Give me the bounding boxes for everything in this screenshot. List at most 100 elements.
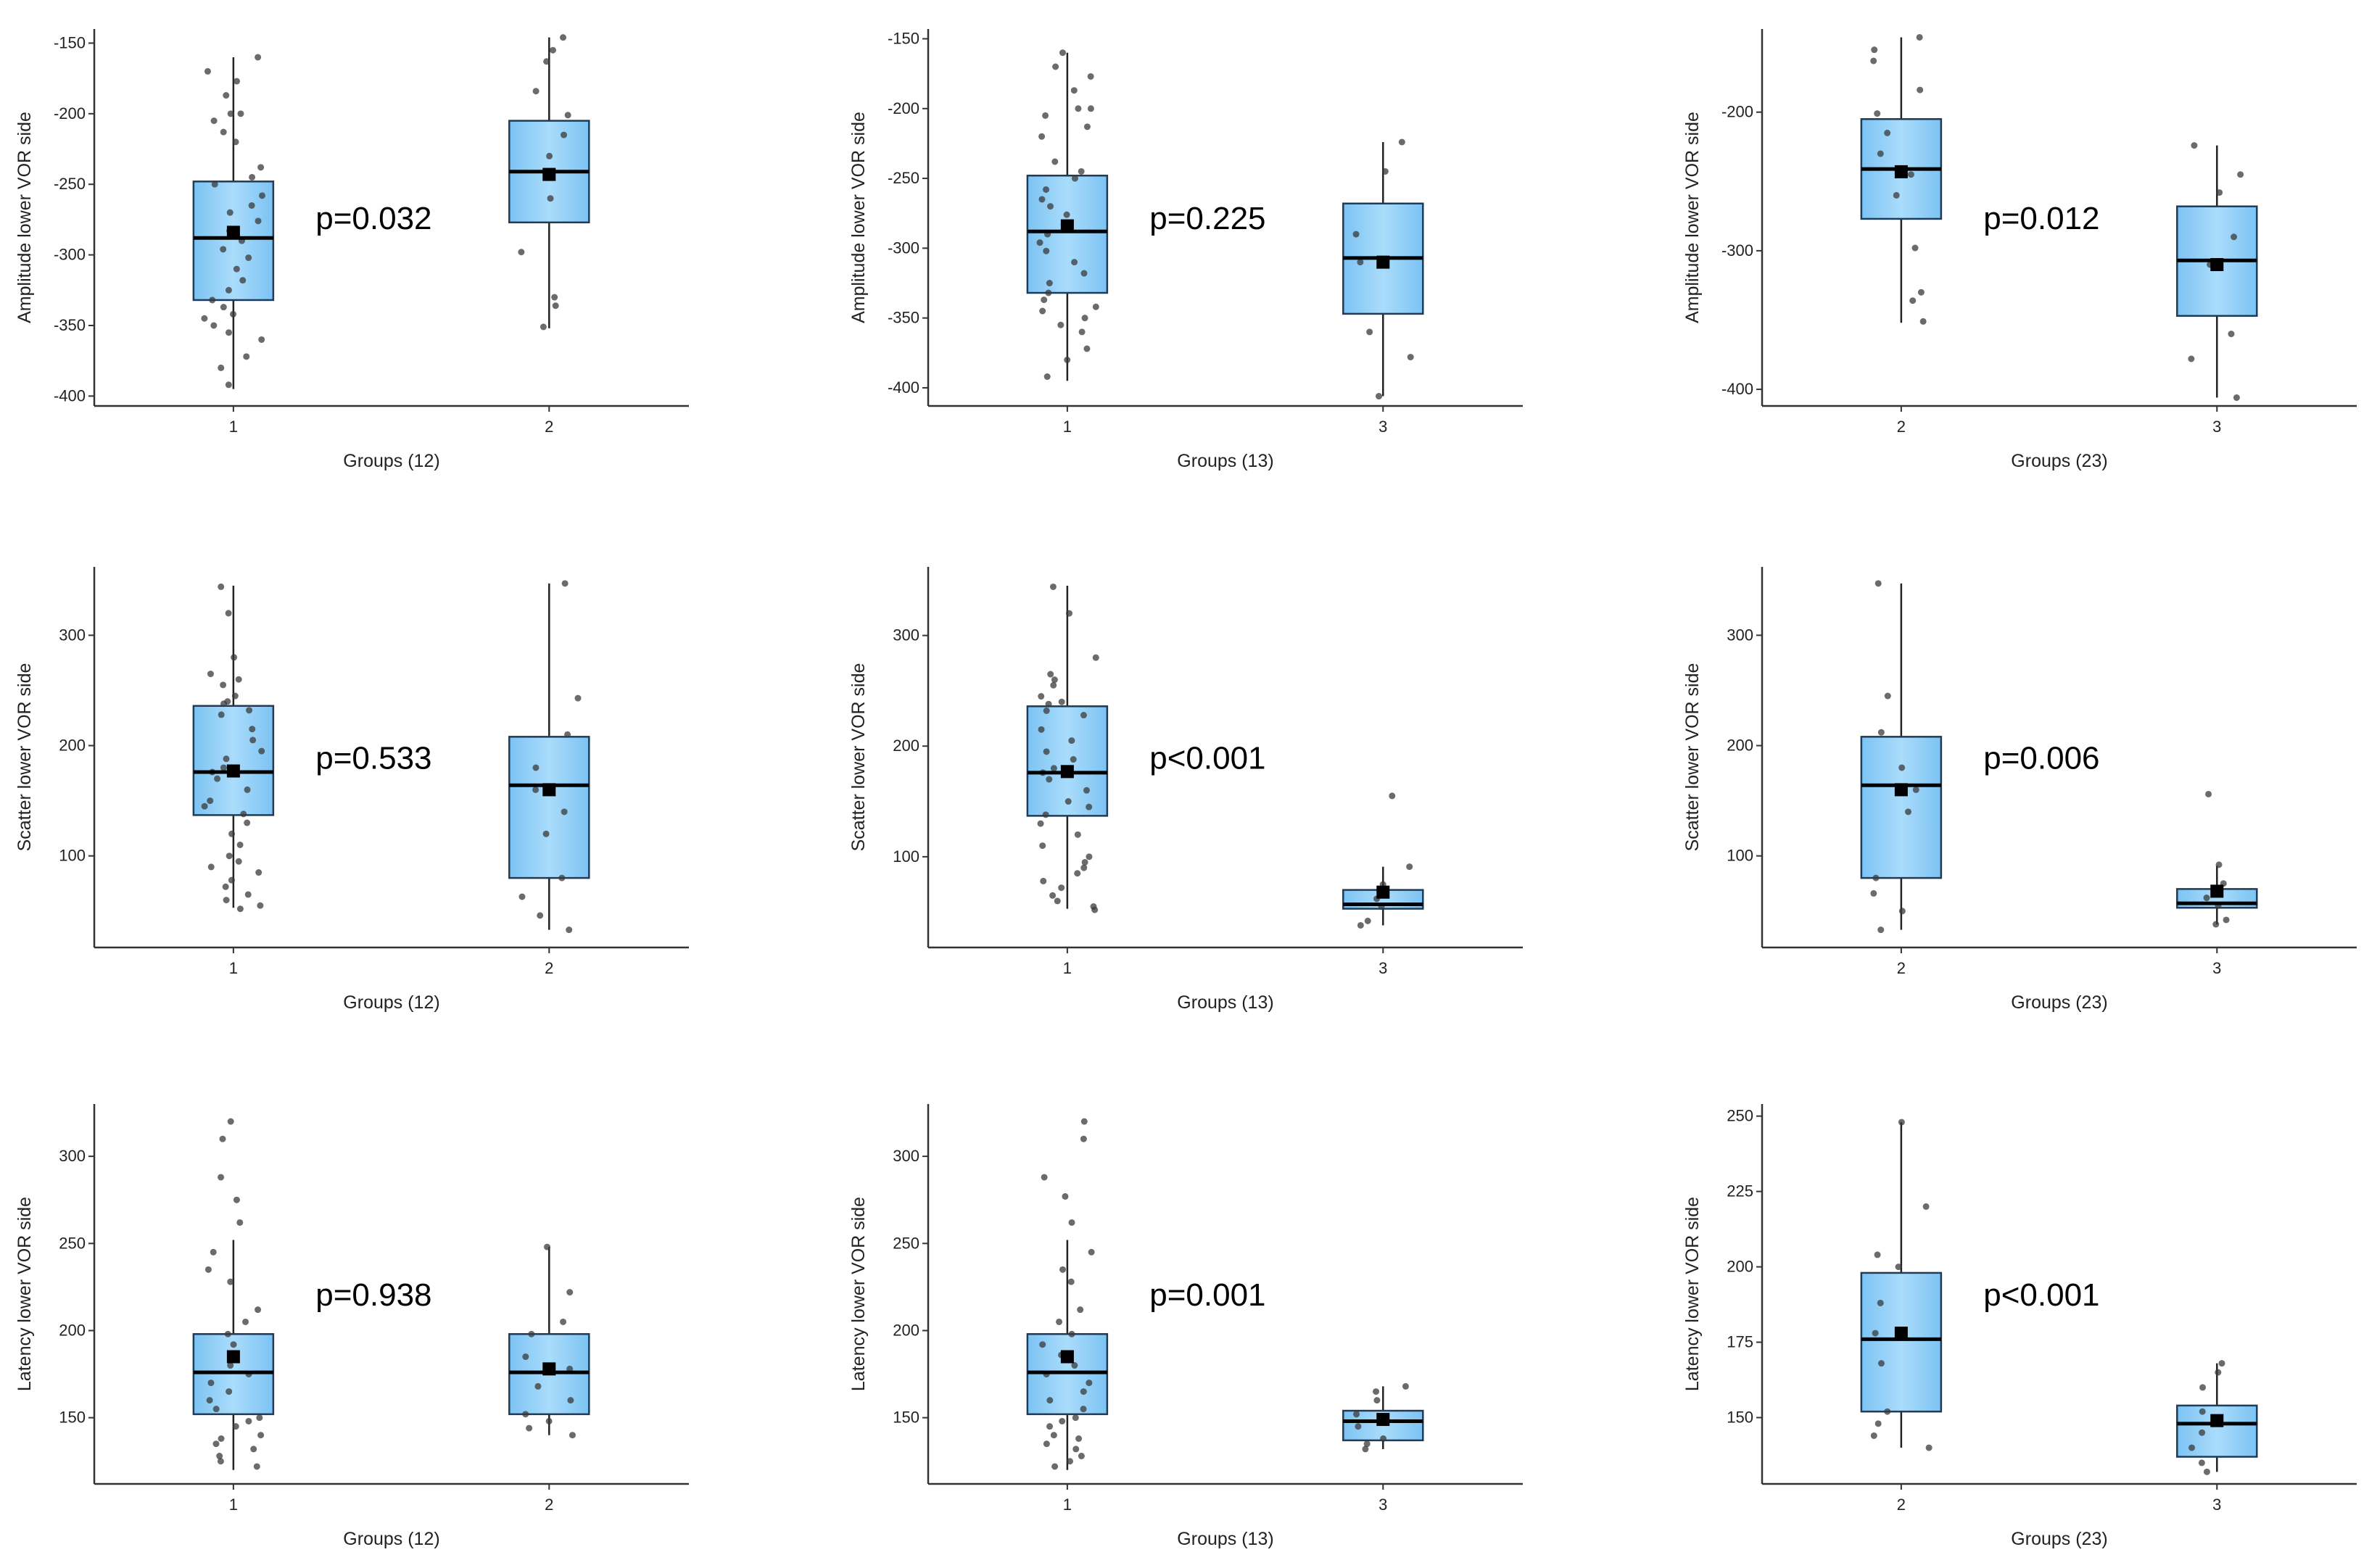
y-tick-label: -350 <box>54 316 86 334</box>
data-point <box>225 610 232 617</box>
data-point <box>1874 1420 1882 1427</box>
data-point <box>558 874 566 882</box>
chart-panel-1: -150 -200 -250 -300 -350 -400 Amplitude lower … <box>15 29 689 471</box>
data-point <box>1052 63 1059 70</box>
y-tick-label: 200 <box>59 1321 86 1339</box>
data-point <box>1038 726 1045 733</box>
data-point <box>1871 46 1878 54</box>
data-point <box>560 34 567 41</box>
data-point <box>257 902 264 909</box>
data-point <box>233 78 241 85</box>
data-point <box>2199 1429 2206 1436</box>
y-axis-title: Amplitude lower VOR side <box>1682 112 1703 323</box>
data-point <box>1058 698 1065 705</box>
data-point <box>1054 897 1061 905</box>
data-point <box>532 786 540 793</box>
data-point <box>566 926 573 934</box>
data-point <box>1917 289 1925 296</box>
data-point <box>1040 877 1047 884</box>
data-point <box>1043 373 1051 381</box>
data-point <box>1895 1264 1902 1271</box>
data-point <box>1049 583 1057 590</box>
data-point <box>212 1406 220 1413</box>
y-tick-label: 150 <box>59 1409 86 1427</box>
x-tick-label: 1 <box>1063 418 1072 436</box>
data-point <box>561 580 569 587</box>
data-point <box>1059 1417 1066 1424</box>
data-point <box>534 1382 542 1390</box>
data-point <box>1080 1118 1088 1125</box>
data-point <box>230 1341 237 1348</box>
data-point <box>518 249 525 256</box>
data-point <box>1874 110 1881 117</box>
p-value-label: p<0.001 <box>1983 1277 2099 1313</box>
data-point <box>1925 1444 1932 1451</box>
data-point <box>2231 233 2238 241</box>
mean-marker <box>1376 1413 1390 1427</box>
data-point <box>1884 692 1891 700</box>
data-point <box>1036 239 1043 246</box>
data-point <box>207 1380 215 1387</box>
data-point <box>230 310 237 318</box>
data-point <box>242 1318 249 1325</box>
data-point <box>225 329 232 336</box>
mean-marker <box>1894 1327 1908 1340</box>
data-point <box>218 583 225 590</box>
y-tick-label: -200 <box>54 104 86 123</box>
data-point <box>2228 331 2235 338</box>
y-tick-label: -300 <box>888 238 919 257</box>
data-point <box>1381 167 1389 175</box>
data-point <box>233 265 240 273</box>
data-point <box>1081 315 1088 322</box>
data-point <box>1042 112 1049 119</box>
data-point <box>1037 820 1044 827</box>
data-point <box>1373 1397 1381 1404</box>
data-point <box>1357 259 1364 266</box>
y-tick-label: -200 <box>1721 103 1753 121</box>
data-point <box>566 1365 574 1372</box>
data-point <box>235 858 242 865</box>
data-point <box>2215 1369 2222 1376</box>
data-point <box>547 195 554 202</box>
data-point <box>1068 1330 1075 1337</box>
data-point <box>220 128 227 136</box>
data-point <box>1059 1266 1067 1273</box>
y-axis-title: Amplitude lower VOR side <box>848 112 869 323</box>
data-point <box>1884 129 1891 136</box>
mean-marker <box>226 225 240 239</box>
data-point <box>1373 1388 1380 1395</box>
y-tick-label: 175 <box>1727 1333 1753 1351</box>
data-point <box>1039 842 1046 850</box>
data-point <box>1067 1278 1075 1285</box>
data-point <box>561 808 568 816</box>
mean-marker <box>226 764 240 778</box>
x-axis-title: Groups (13) <box>1177 992 1273 1013</box>
x-axis-title: Groups (23) <box>2011 451 2107 471</box>
data-point <box>232 138 239 146</box>
data-point <box>1038 196 1046 203</box>
p-value-label: p=0.032 <box>315 201 431 236</box>
data-point <box>250 1445 257 1453</box>
x-axis-title: Groups (23) <box>2011 992 2107 1013</box>
data-point <box>1043 186 1050 193</box>
data-point <box>1050 681 1057 689</box>
data-point <box>228 830 236 837</box>
data-point <box>1068 737 1075 744</box>
data-point <box>1086 803 1093 810</box>
data-point <box>1083 123 1091 130</box>
data-point <box>1043 247 1050 254</box>
chart-panel-4: 100 200 300 Scatter lower VOR side 1 2 Groups … <box>15 567 689 1013</box>
data-point <box>1045 289 1052 296</box>
y-tick-label: 150 <box>1727 1409 1753 1427</box>
data-point <box>1870 57 1877 65</box>
data-point <box>244 786 251 793</box>
data-point <box>1905 808 1912 816</box>
data-point <box>258 747 265 755</box>
p-value-label: p=0.012 <box>1983 201 2099 236</box>
data-point <box>258 192 265 199</box>
y-tick-label: -150 <box>54 33 86 51</box>
data-point <box>244 819 251 826</box>
y-axis-title: Latency lower VOR side <box>1682 1197 1703 1391</box>
data-point <box>220 700 228 708</box>
